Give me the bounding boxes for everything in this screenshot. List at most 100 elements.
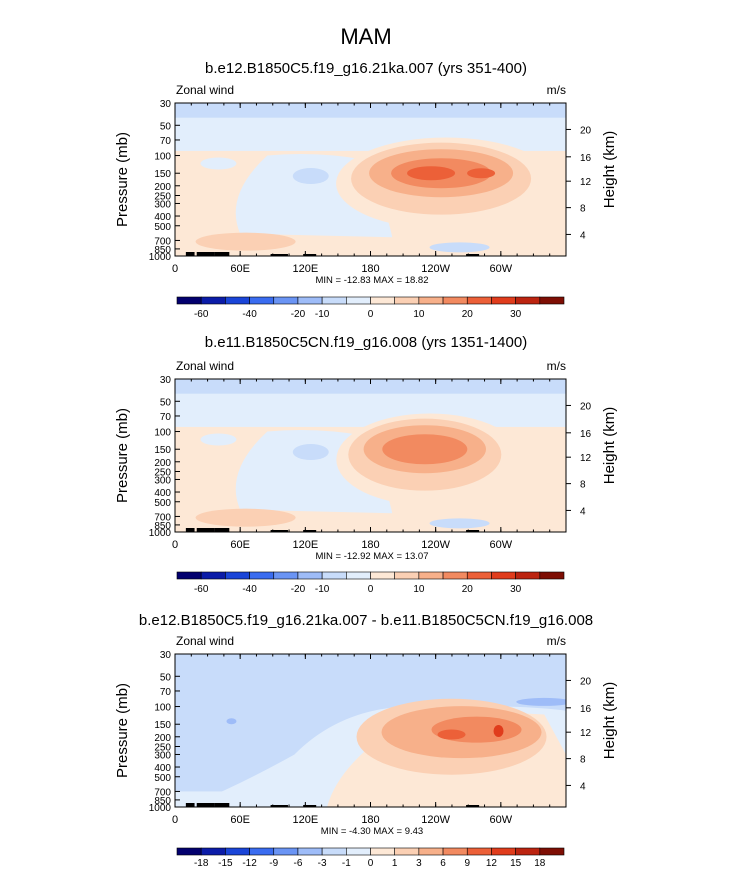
colorbar-swatch: [346, 571, 371, 580]
colorbar-label: -12: [242, 858, 257, 869]
terrain-block: [303, 805, 317, 807]
colorbar-swatch: [273, 296, 299, 305]
y-tick-label: 300: [154, 475, 171, 486]
colorbar-swatch: [225, 296, 250, 305]
colorbar-swatch: [321, 847, 347, 856]
colorbar-label: -1: [342, 858, 351, 869]
height-tick-label: 12: [580, 453, 592, 464]
colorbar-label: 0: [368, 584, 374, 595]
panel-title: b.e11.B1850C5CN.f19_g16.008 (yrs 1351-14…: [205, 334, 527, 351]
colorbar-label: 1: [392, 858, 398, 869]
height-tick-label: 12: [580, 728, 592, 739]
x-tick-label: 0: [172, 814, 178, 826]
colorbar-swatch: [466, 571, 492, 580]
y-tick-label: 500: [154, 498, 171, 509]
shade-moderate-negative: [226, 718, 237, 725]
height-tick-label: 12: [580, 177, 592, 188]
height-tick-label: 16: [580, 153, 592, 164]
colorbar-label: 0: [368, 309, 374, 320]
colorbar-label: -9: [269, 858, 278, 869]
y-tick-label: 250: [154, 743, 171, 754]
terrain-block: [214, 528, 230, 532]
terrain-block: [466, 530, 480, 532]
colorbar-swatch: [225, 847, 250, 856]
colorbar-label: 15: [510, 858, 522, 869]
y-tick-label: 70: [160, 687, 172, 698]
x-tick-label: 180: [361, 263, 379, 275]
colorbar-label: 30: [510, 584, 522, 595]
min-max-stats: MIN = -4.30 MAX = 9.43: [321, 826, 423, 837]
terrain-block: [196, 252, 215, 256]
colorbar-label: -60: [194, 309, 209, 320]
y-tick-label: 500: [154, 773, 171, 784]
y-tick-label: 250: [154, 192, 171, 203]
colorbar-swatch: [225, 571, 250, 580]
colorbar-label: 10: [413, 584, 425, 595]
shade-moderate-negative: [175, 379, 566, 394]
colorbar-swatch: [418, 571, 444, 580]
colorbar-label: 30: [510, 309, 522, 320]
colorbar: -18 -15 -12 -9 -6 -3 -1 0 1 3 6 9 12 15 18: [176, 847, 565, 869]
y-tick-label: 50: [160, 121, 172, 132]
y2-axis-title: Height (km): [601, 131, 618, 209]
terrain-block: [214, 252, 230, 256]
x-tick-label: 60W: [490, 539, 513, 551]
y-axis-title: Pressure (mb): [114, 132, 131, 227]
colorbar-swatch: [321, 571, 347, 580]
x-tick-label: 0: [172, 539, 178, 551]
contour-field: [175, 654, 566, 807]
shade-jet-4: [382, 434, 468, 465]
y-tick-label: 200: [154, 733, 171, 744]
y-axis-title: Pressure (mb): [114, 408, 131, 503]
colorbar-label: -15: [218, 858, 233, 869]
panel-3: b.e12.B1850C5.f19_g16.21ka.007 - b.e11.B…: [114, 612, 618, 869]
y-tick-label: 300: [154, 750, 171, 761]
shade-jet-5: [407, 166, 456, 181]
shade-moderate-negative: [175, 103, 566, 118]
colorbar-label: -20: [291, 584, 306, 595]
panel-title: b.e12.B1850C5.f19_g16.21ka.007 (yrs 351-…: [205, 60, 527, 77]
y-tick-label: 50: [160, 397, 172, 408]
y-tick-label: 850: [154, 796, 171, 807]
colorbar-swatch: [394, 571, 420, 580]
colorbar-swatch: [466, 296, 492, 305]
x-tick-label: 60E: [230, 263, 250, 275]
colorbar-label: -18: [194, 858, 209, 869]
y-tick-label: 150: [154, 445, 171, 456]
colorbar-swatch: [491, 296, 516, 305]
x-tick-label: 180: [361, 539, 379, 551]
y-tick-label: 400: [154, 488, 171, 499]
height-tick-label: 4: [580, 781, 586, 792]
colorbar-label: 12: [486, 858, 498, 869]
colorbar-swatch: [491, 571, 516, 580]
shade-weak-positive: [195, 232, 296, 251]
colorbar-swatch: [418, 296, 444, 305]
figure-title: MAM: [340, 24, 391, 49]
shade-positive-5: [437, 729, 466, 740]
y-tick-label: 500: [154, 222, 171, 233]
colorbar-swatch: [515, 571, 541, 580]
y-tick-label: 30: [160, 650, 172, 661]
colorbar-swatch: [297, 571, 323, 580]
y-tick-label: 200: [154, 458, 171, 469]
colorbar-swatch: [539, 847, 565, 856]
colorbar-swatch: [515, 847, 541, 856]
colorbar-swatch: [176, 847, 202, 856]
colorbar-swatch: [539, 296, 565, 305]
panel-title: b.e12.B1850C5.f19_g16.21ka.007 - b.e11.B…: [139, 612, 593, 629]
colorbar-swatch: [200, 296, 226, 305]
colorbar-swatch: [321, 296, 347, 305]
y-tick-label: 30: [160, 375, 172, 386]
y-axis-title: Pressure (mb): [114, 683, 131, 778]
variable-label: Zonal wind: [176, 634, 234, 648]
y-tick-label: 100: [154, 152, 171, 163]
y-tick-label: 100: [154, 428, 171, 439]
y-tick-label: 700: [154, 787, 171, 798]
units-label: m/s: [547, 634, 566, 648]
y-tick-label: 300: [154, 199, 171, 210]
x-tick-label: 0: [172, 263, 178, 275]
y-tick-label: 150: [154, 720, 171, 731]
shade-jet-5: [467, 168, 496, 179]
colorbar-label: -10: [315, 584, 330, 595]
